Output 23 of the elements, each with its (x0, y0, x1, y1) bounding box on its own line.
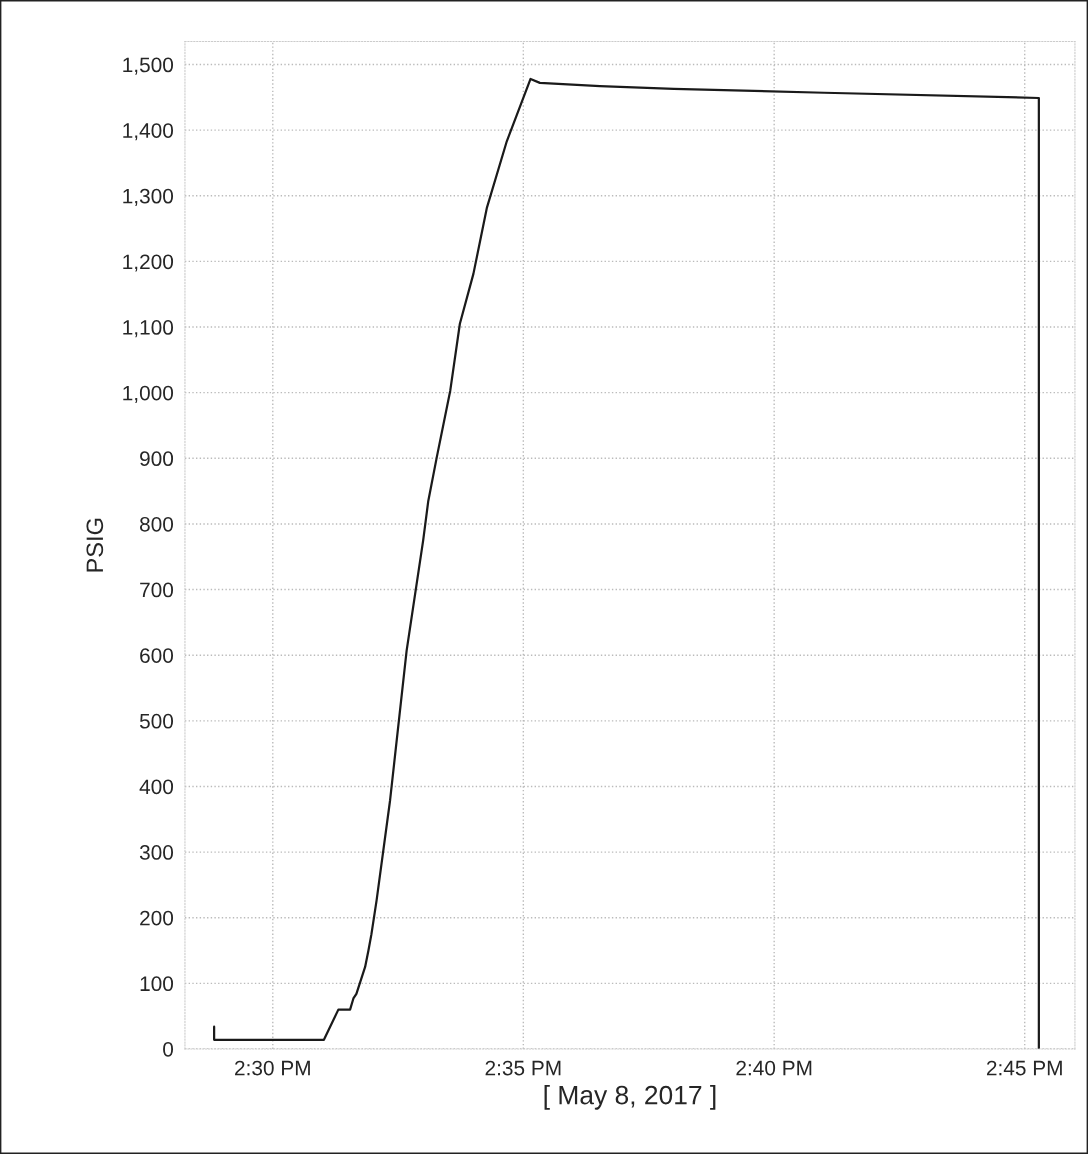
y-tick-label: 900 (140, 451, 174, 467)
y-tick-label: 400 (139, 779, 174, 795)
y-tick-label: 700 (140, 582, 174, 598)
y-tick-label: 1,100 (123, 320, 174, 338)
y-tick-label: 1,200 (123, 254, 174, 272)
y-tick-label: 500 (139, 713, 174, 729)
line-series (213, 77, 1040, 1049)
y-tick-label: 200 (140, 910, 174, 926)
y-tick-label: 100 (140, 976, 174, 992)
y-tick-label: 1,400 (123, 123, 174, 141)
y-tick-label: 600 (140, 648, 174, 663)
y-tick-label: 300 (139, 845, 174, 860)
y-tick-label: 1,500 (123, 57, 174, 75)
x-tick-label: 2:45 PM (986, 1060, 1062, 1076)
y-tick-label: 800 (140, 516, 174, 532)
x-tick-label: 2:40 PM (736, 1060, 812, 1076)
x-axis-title: [ May 8, 2017 ] (544, 1085, 716, 1110)
y-tick-label: 1,000 (123, 385, 174, 403)
y-tick-label: 1,300 (123, 188, 174, 206)
y-axis-title: PSIG (86, 518, 104, 572)
y-tick-label: 0 (163, 1041, 174, 1057)
x-tick-label: 2:35 PM (485, 1060, 561, 1076)
x-tick-label: 2:30 PM (235, 1060, 310, 1076)
